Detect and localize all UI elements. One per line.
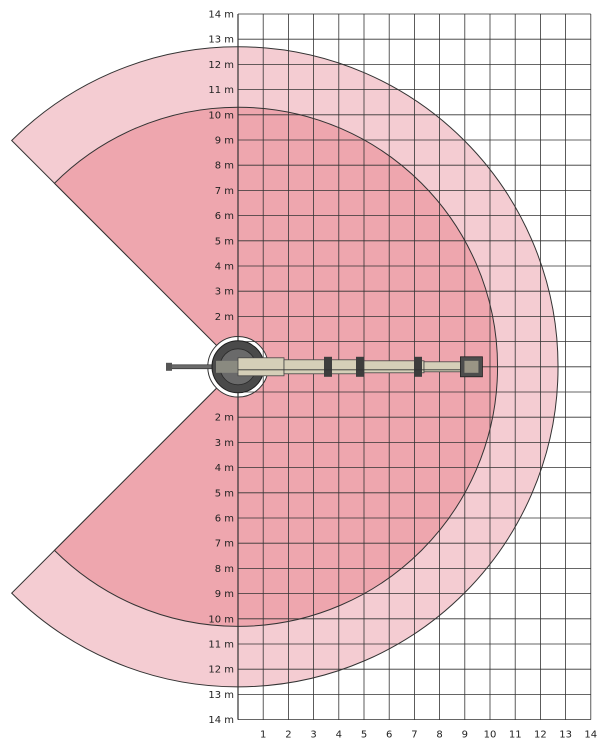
x-tick-label: 13 [559,730,572,740]
x-tick-label: 4 [336,730,342,740]
y-tick-label: 2 m [215,312,234,323]
y-tick-label: 9 m [215,589,234,600]
y-tick-label: 6 m [215,514,234,525]
y-tick-label: 8 m [215,564,234,575]
y-tick-label: 9 m [215,136,234,147]
y-tick-label: 13 m [208,690,234,701]
x-tick-label: 3 [310,730,316,740]
x-tick-label: 10 [484,730,497,740]
y-tick-label: 7 m [215,539,234,550]
boom-section-3 [423,361,463,373]
x-tick-label: 14 [584,730,597,740]
tool-head-inner [464,360,479,373]
y-tick-label: 4 m [215,262,234,273]
x-tick-label: 9 [462,730,468,740]
y-tick-label: 10 m [208,110,234,121]
y-tick-label: 14 m [208,10,234,21]
rear-arm [167,364,219,370]
y-tick-label: 13 m [208,35,234,46]
machine [166,340,483,394]
y-tick-label: 12 m [208,665,234,676]
x-axis-labels: 1 2 3 4 5 6 7 8 9 10 11 12 13 14 [260,730,597,740]
x-tick-label: 2 [285,730,291,740]
boom-base [237,357,285,377]
x-tick-label: 11 [509,730,522,740]
y-tick-label: 8 m [215,161,234,172]
boom-joint [324,356,332,377]
y-tick-label: 2 m [215,413,234,424]
y-tick-label: 10 m [208,614,234,625]
y-tick-label: 4 m [215,463,234,474]
y-tick-label: 5 m [215,488,234,499]
y-tick-label: 12 m [208,60,234,71]
y-tick-label: 11 m [208,85,234,96]
boom-joint [356,356,364,377]
x-tick-label: 6 [386,730,392,740]
boom-joint [414,356,422,377]
x-tick-label: 7 [411,730,417,740]
rear-arm-end [166,362,172,371]
y-tick-label: 14 m [208,715,234,726]
x-tick-label: 8 [436,730,442,740]
y-tick-label: 3 m [215,287,234,298]
x-tick-label: 12 [534,730,547,740]
y-tick-label: 7 m [215,186,234,197]
y-tick-label: 5 m [215,236,234,247]
y-tick-label: 3 m [215,438,234,449]
y-tick-label: 6 m [215,211,234,222]
y-axis-labels: 14 m 13 m 12 m 11 m 10 m 9 m 8 m 7 m 6 m 5 m 4 m 3 … [208,10,234,727]
x-tick-label: 5 [361,730,367,740]
x-tick-label: 1 [260,730,266,740]
y-tick-label: 11 m [208,640,234,651]
